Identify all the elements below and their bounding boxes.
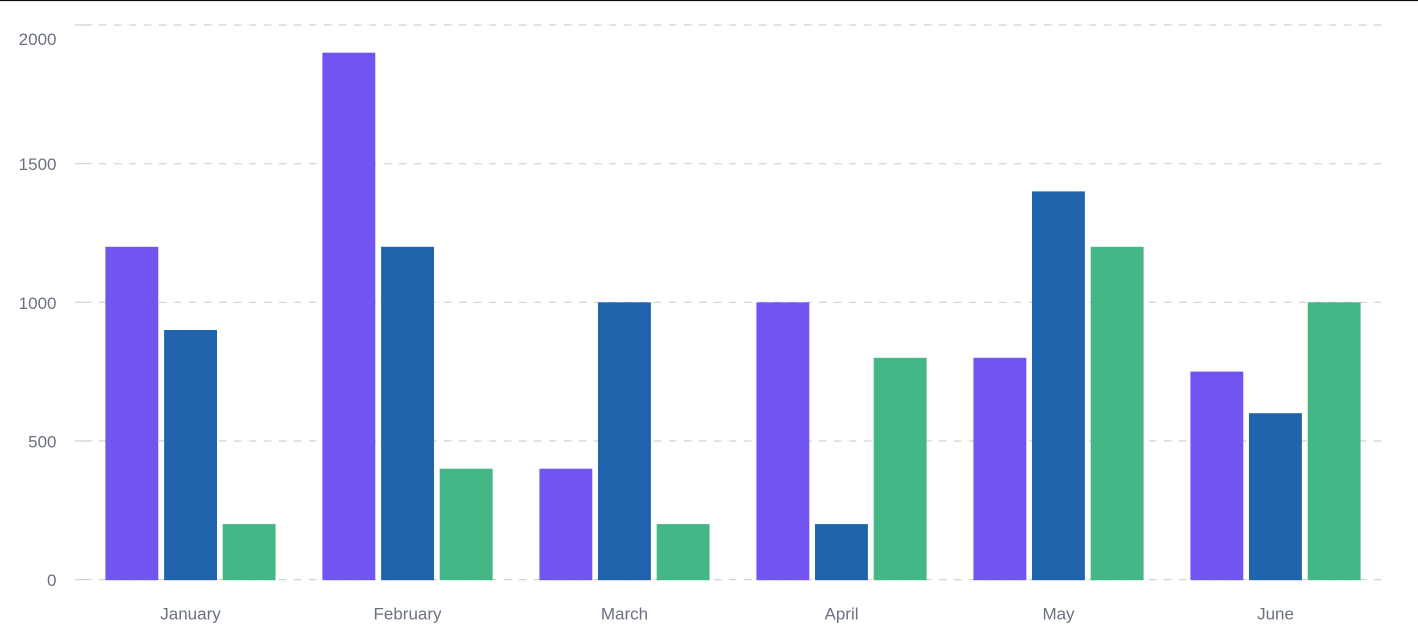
svg-text:April: April [824, 604, 858, 623]
svg-text:500: 500 [28, 433, 56, 452]
svg-text:February: February [373, 604, 442, 623]
svg-text:January: January [160, 604, 221, 623]
svg-text:2000: 2000 [19, 30, 57, 49]
svg-text:0: 0 [47, 571, 56, 590]
svg-text:March: March [601, 604, 648, 623]
svg-text:1000: 1000 [19, 294, 57, 313]
svg-text:May: May [1042, 604, 1075, 623]
svg-text:1500: 1500 [19, 155, 57, 174]
svg-text:June: June [1257, 604, 1294, 623]
